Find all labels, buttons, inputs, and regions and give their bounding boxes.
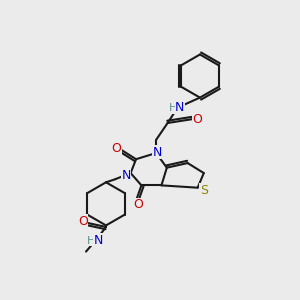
Text: N: N: [121, 169, 131, 182]
Text: N: N: [175, 101, 184, 114]
Text: O: O: [193, 113, 202, 126]
Text: N: N: [153, 146, 162, 159]
Text: H: H: [169, 103, 177, 113]
Text: H: H: [87, 236, 96, 246]
Text: S: S: [200, 184, 208, 196]
Text: O: O: [78, 215, 88, 228]
Text: O: O: [134, 198, 143, 211]
Text: N: N: [94, 233, 103, 247]
Text: O: O: [111, 142, 121, 155]
